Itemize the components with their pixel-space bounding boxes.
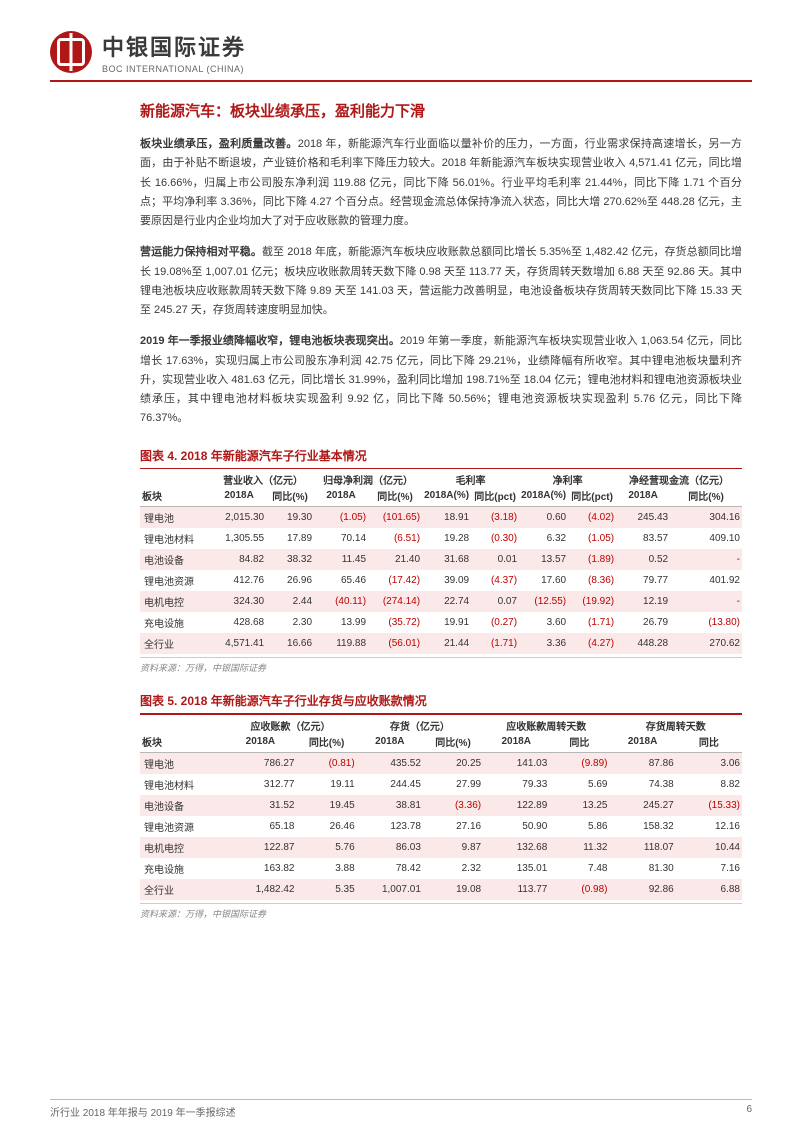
footer-left: 沂行业 2018 年年报与 2019 年一季报综述 [50,1104,236,1119]
table-row: 锂电池2,015.3019.30(1.05)(101.65)18.91(3.18… [140,507,742,529]
table5-title: 图表 5. 2018 年新能源汽车子行业存货与应收账款情况 [140,692,742,709]
table-row: 电池设备84.8238.3211.4521.4031.680.0113.57(1… [140,549,742,570]
table4: 板块营业收入（亿元）归母净利润（亿元）毛利率净利率净经营现金流（亿元）2018A… [140,469,742,654]
table-row: 全行业4,571.4116.66119.88(56.01)21.44(1.71)… [140,633,742,654]
footer: 沂行业 2018 年年报与 2019 年一季报综述 6 [50,1099,752,1119]
table-row: 充电设施428.682.3013.99(35.72)19.91(0.27)3.6… [140,612,742,633]
table-row: 锂电池材料1,305.5517.8970.14(6.51)19.28(0.30)… [140,528,742,549]
table-row: 全行业1,482.425.351,007.0119.08113.77(0.98)… [140,879,742,900]
table-row: 锂电池资源412.7626.9665.46(17.42)39.09(4.37)1… [140,570,742,591]
table-row: 锂电池材料312.7719.11244.4527.9979.335.6974.3… [140,774,742,795]
boc-logo [50,31,92,73]
body-paragraph: 2019 年一季报业绩降幅收窄，锂电池板块表现突出。2019 年第一季度，新能源… [140,332,742,428]
brand-cn: 中银国际证券 [102,30,246,62]
table5-source: 资料来源：万得，中银国际证券 [140,903,742,920]
section-title: 新能源汽车：板块业绩承压，盈利能力下滑 [140,100,742,121]
header: 中银国际证券 BOC INTERNATIONAL (CHINA) [50,30,752,74]
table4-source: 资料来源：万得，中银国际证券 [140,657,742,674]
table-row: 电机电控324.302.44(40.11)(274.14)22.740.07(1… [140,591,742,612]
table-row: 充电设施163.823.8878.422.32135.017.4881.307.… [140,858,742,879]
body-paragraph: 营运能力保持相对平稳。截至 2018 年底，新能源汽车板块应收账款总额同比增长 … [140,243,742,320]
table-row: 锂电池资源65.1826.46123.7827.1650.905.86158.3… [140,816,742,837]
table4-title: 图表 4. 2018 年新能源汽车子行业基本情况 [140,447,742,464]
brand-en: BOC INTERNATIONAL (CHINA) [102,64,246,74]
footer-page: 6 [746,1104,752,1119]
table-row: 锂电池786.27(0.81)435.5220.25141.03(9.89)87… [140,752,742,774]
body-paragraph: 板块业绩承压，盈利质量改善。2018 年，新能源汽车行业面临以量补价的压力，一方… [140,135,742,231]
table-row: 电池设备31.5219.4538.81(3.36)122.8913.25245.… [140,795,742,816]
header-rule [50,80,752,82]
table-row: 电机电控122.875.7686.039.87132.6811.32118.07… [140,837,742,858]
table5: 板块应收账款（亿元）存货（亿元）应收账款周转天数存货周转天数2018A同比(%)… [140,715,742,900]
